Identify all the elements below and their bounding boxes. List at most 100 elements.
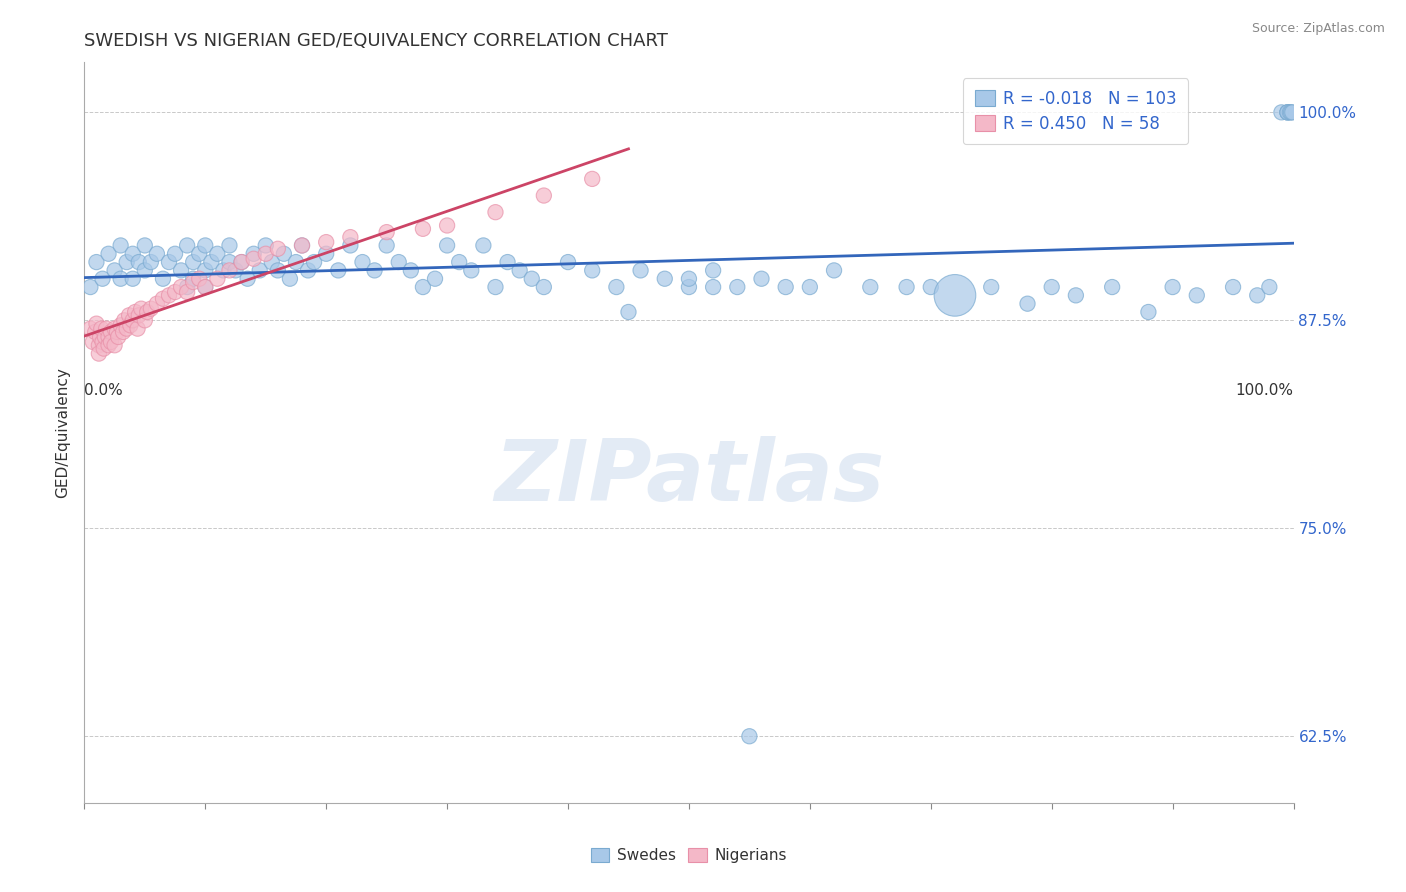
Point [107, 330, 129, 344]
Point [236, 271, 259, 285]
Point [751, 271, 773, 285]
Point [278, 271, 301, 285]
Point [104, 263, 127, 277]
Point [557, 255, 579, 269]
Point [79, 321, 101, 335]
Point [127, 321, 149, 335]
Point [110, 238, 132, 252]
Point [315, 235, 337, 249]
Point [339, 238, 361, 252]
Point [436, 238, 458, 252]
Point [412, 222, 434, 236]
Point [136, 305, 159, 319]
Point [260, 255, 283, 269]
Point [273, 246, 295, 260]
Point [725, 280, 748, 294]
Point [110, 271, 132, 285]
Point [225, 263, 247, 277]
Point [581, 172, 603, 186]
Point [139, 255, 162, 269]
Point [460, 263, 482, 277]
Point [1101, 280, 1123, 294]
Point [84, 325, 107, 339]
Point [207, 246, 229, 260]
Point [121, 271, 143, 285]
Point [496, 255, 519, 269]
Point [775, 280, 797, 294]
Point [134, 313, 156, 327]
Point [194, 263, 217, 277]
Text: ZIPatlas: ZIPatlas [494, 435, 884, 518]
Point [97, 330, 120, 344]
Point [146, 246, 169, 260]
Point [104, 338, 127, 352]
Point [267, 242, 290, 256]
Text: 100.0%: 100.0% [1236, 383, 1294, 398]
Text: SWEDISH VS NIGERIAN GED/EQUIVALENCY CORRELATION CHART: SWEDISH VS NIGERIAN GED/EQUIVALENCY CORR… [84, 32, 668, 50]
Legend: Swedes, Nigerians: Swedes, Nigerians [585, 842, 793, 869]
Point [339, 230, 361, 244]
Point [291, 238, 314, 252]
Point [121, 313, 143, 327]
Point [82, 334, 104, 349]
Point [157, 255, 180, 269]
Point [100, 334, 122, 349]
Point [129, 301, 152, 316]
Point [152, 271, 174, 285]
Point [630, 263, 652, 277]
Point [94, 321, 117, 335]
Point [302, 255, 325, 269]
Point [181, 275, 204, 289]
Point [254, 246, 277, 260]
Point [93, 342, 115, 356]
Point [115, 255, 138, 269]
Point [134, 238, 156, 252]
Point [200, 255, 222, 269]
Point [207, 271, 229, 285]
Point [284, 255, 308, 269]
Point [139, 301, 162, 316]
Point [315, 246, 337, 260]
Point [86, 317, 108, 331]
Point [1161, 280, 1184, 294]
Point [399, 263, 422, 277]
Point [738, 729, 761, 743]
Point [799, 280, 821, 294]
Point [110, 318, 132, 333]
Point [97, 338, 120, 352]
Point [194, 238, 217, 252]
Point [1017, 296, 1039, 310]
Point [328, 263, 350, 277]
Point [1277, 105, 1299, 120]
Point [1064, 288, 1087, 302]
Point [1270, 105, 1292, 120]
Point [146, 296, 169, 310]
Point [242, 246, 264, 260]
Point [97, 246, 120, 260]
Point [94, 330, 117, 344]
Point [124, 305, 146, 319]
Point [231, 255, 253, 269]
Point [267, 263, 290, 277]
Point [212, 263, 235, 277]
Point [249, 263, 271, 277]
Point [533, 280, 555, 294]
Point [157, 288, 180, 302]
Point [363, 263, 385, 277]
Point [472, 238, 495, 252]
Point [181, 255, 204, 269]
Point [1137, 305, 1160, 319]
Point [170, 263, 193, 277]
Point [617, 305, 640, 319]
Point [115, 321, 138, 335]
Point [352, 255, 374, 269]
Point [859, 280, 882, 294]
Point [218, 255, 240, 269]
Point [423, 271, 446, 285]
Point [194, 280, 217, 294]
Point [254, 238, 277, 252]
Point [1222, 280, 1244, 294]
Point [134, 263, 156, 277]
Point [165, 285, 187, 299]
Point [87, 338, 110, 352]
